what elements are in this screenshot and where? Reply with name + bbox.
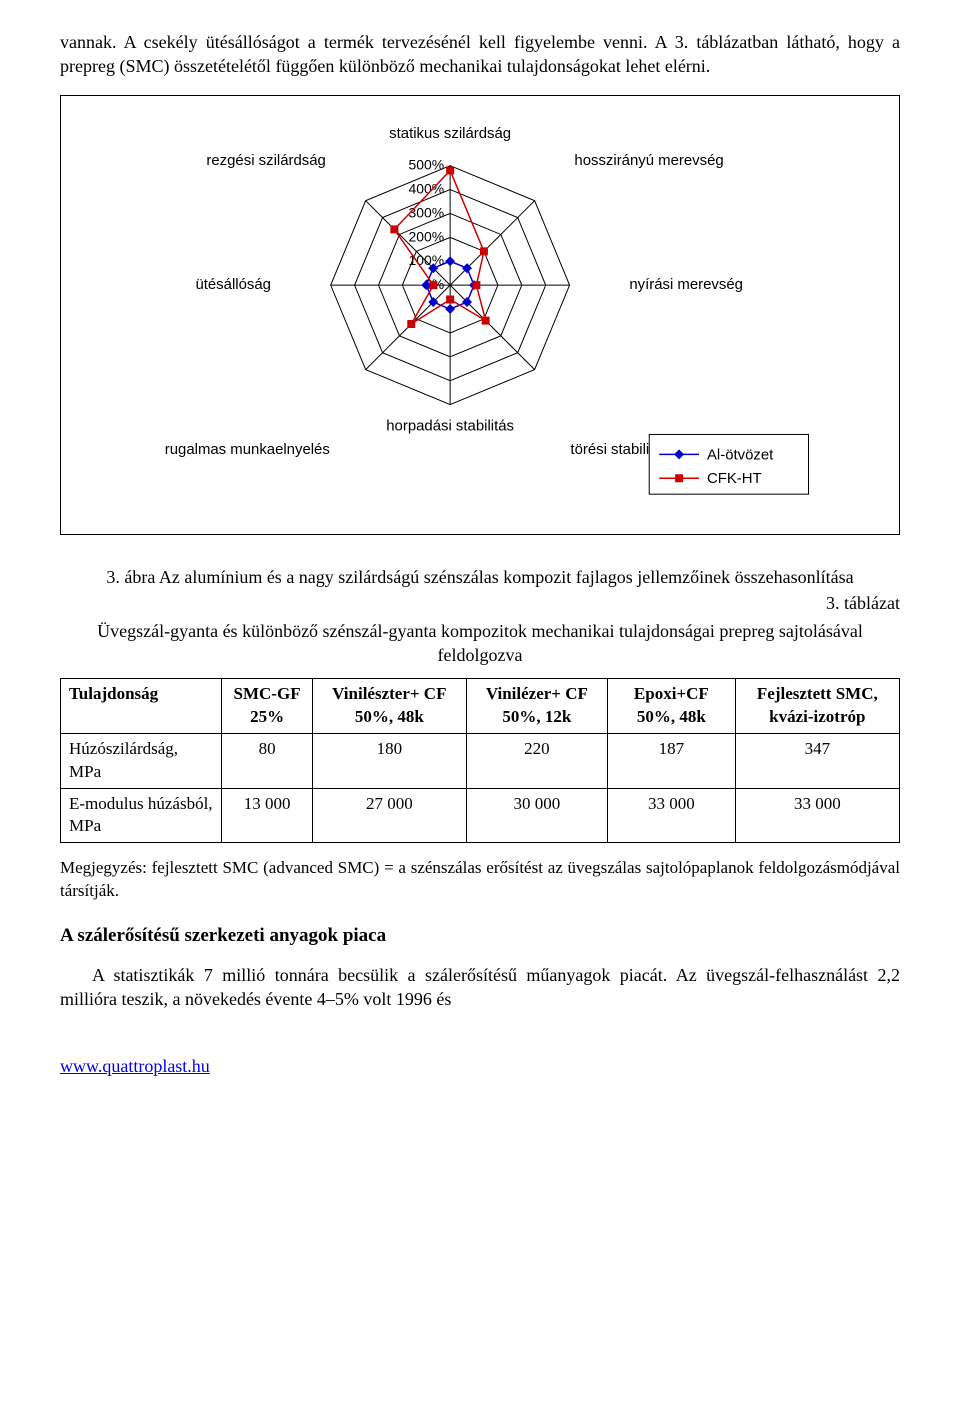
row-label: E-modulus húzásból, MPa [61, 788, 222, 843]
series-marker [445, 304, 455, 314]
column-header: Fejlesztett SMC, kvázi-izotróp [735, 678, 899, 733]
series-marker [480, 247, 488, 255]
table-cell: 187 [608, 733, 736, 788]
column-header: SMC-GF 25% [222, 678, 313, 733]
table-row: E-modulus húzásból, MPa13 00027 00030 00… [61, 788, 900, 843]
body-paragraph: A statisztikák 7 millió tonnára becsülik… [60, 963, 900, 1012]
table-cell: 30 000 [466, 788, 607, 843]
table-cell: 27 000 [312, 788, 466, 843]
series-marker [482, 316, 490, 324]
series-marker [445, 256, 455, 266]
figure-caption: 3. ábra Az alumínium és a nagy szilárdsá… [60, 565, 900, 589]
legend-label: Al-ötvözet [707, 446, 774, 463]
column-header: Tulajdonság [61, 678, 222, 733]
axis-label: horpadási stabilitás [386, 417, 514, 434]
series-marker [390, 225, 398, 233]
series-marker [446, 166, 454, 174]
column-header: Vinilézer+ CF 50%, 12k [466, 678, 607, 733]
tick-label: 500% [409, 156, 445, 172]
footer-link[interactable]: www.quattroplast.hu [60, 1056, 210, 1076]
row-label: Húzószilárdság, MPa [61, 733, 222, 788]
series-marker [472, 281, 480, 289]
axis-label: nyírási merevség [629, 276, 743, 293]
series-marker [407, 320, 415, 328]
table-cell: 13 000 [222, 788, 313, 843]
table-cell: 220 [466, 733, 607, 788]
column-header: Vinilészter+ CF 50%, 48k [312, 678, 466, 733]
legend-marker [675, 474, 683, 482]
axis-label: hosszirányú merevség [574, 151, 723, 168]
page-footer: www.quattroplast.hu [60, 1054, 900, 1078]
table-title: Üvegszál-gyanta és különböző szénszál-gy… [60, 619, 900, 668]
column-header: Epoxi+CF 50%, 48k [608, 678, 736, 733]
legend-label: CFK-HT [707, 470, 762, 487]
axis-label: ütésállóság [195, 276, 271, 293]
intro-paragraph: vannak. A csekély ütésállóságot a termék… [60, 30, 900, 79]
radar-chart: hosszirányú merevségnyírási merevségtöré… [61, 96, 899, 534]
radar-chart-frame: hosszirányú merevségnyírási merevségtöré… [60, 95, 900, 535]
composites-table: TulajdonságSMC-GF 25%Vinilészter+ CF 50%… [60, 678, 900, 844]
table-cell: 80 [222, 733, 313, 788]
table-cell: 347 [735, 733, 899, 788]
series-marker [446, 295, 454, 303]
section-heading: A szálerősítésű szerkezeti anyagok piaca [60, 923, 900, 949]
table-number: 3. táblázat [60, 591, 900, 615]
axis-label: rugalmas munkaelnyelés [165, 441, 330, 458]
tick-label: 200% [409, 228, 445, 244]
table-row: Húzószilárdság, MPa80180220187347 [61, 733, 900, 788]
axis-label: statikus szilárdság [389, 124, 511, 141]
table-cell: 180 [312, 733, 466, 788]
table-cell: 33 000 [735, 788, 899, 843]
axis-label: rezgési szilárdság [206, 151, 325, 168]
table-cell: 33 000 [608, 788, 736, 843]
series-marker [429, 281, 437, 289]
tick-label: 300% [409, 204, 445, 220]
table-note: Megjegyzés: fejlesztett SMC (advanced SM… [60, 857, 900, 903]
